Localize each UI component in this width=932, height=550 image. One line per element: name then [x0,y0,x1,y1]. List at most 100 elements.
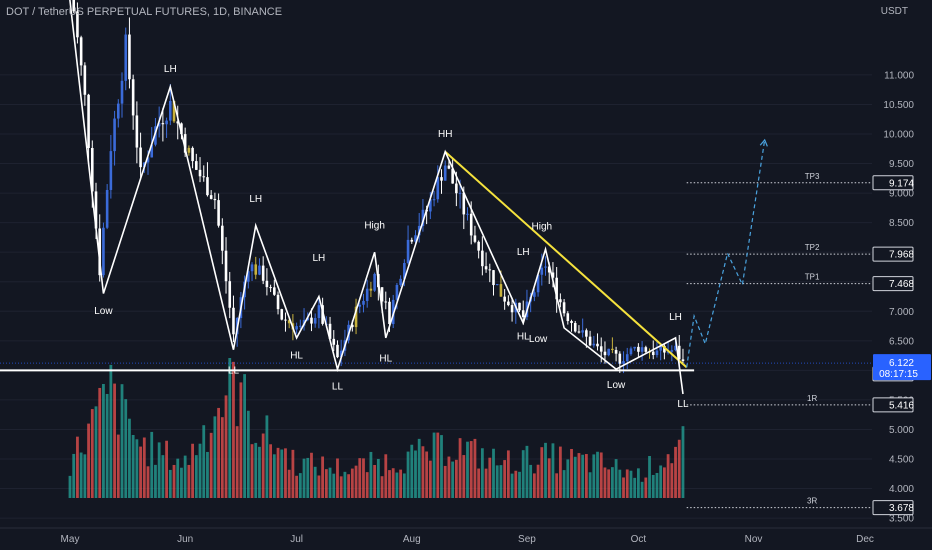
candle-body [109,151,113,190]
volume-bar [551,443,555,498]
volume-bar [261,433,265,498]
candle-body [473,235,477,242]
price-axis[interactable]: 11.00010.50010.0009.5009.0008.5008.0007.… [872,0,932,550]
candle-body [161,123,165,125]
volume-bar [484,468,488,498]
volume-bar [310,452,313,498]
candle-body [336,344,339,358]
pattern-label: HL [379,354,392,365]
candle-body [607,348,610,356]
volume-bar [577,453,581,498]
volume-bar [94,406,98,498]
volume-bar [265,415,269,498]
candle-body [295,326,298,330]
candle-body [544,266,547,268]
volume-bar [224,395,228,498]
price-tick-label: 4.500 [889,455,914,466]
time-tick-label: Jul [290,534,303,545]
candle-body [198,169,202,177]
symbol-title[interactable]: DOT / TetherUS PERPETUAL FUTURES, 1D, BI… [6,6,283,18]
volume-bar [98,387,102,498]
candle-body [622,361,625,364]
candle-body [603,351,607,356]
candle-body [410,239,414,242]
volume-bar [436,432,440,498]
volume-bar [562,470,566,498]
candle-body [339,350,343,358]
volume-bar [336,458,339,498]
candle-body [180,123,183,135]
candle-body [406,239,410,264]
candle-body [139,147,142,168]
price-tick-label: 7.000 [889,307,914,318]
pattern-label: LL [332,381,344,392]
candle-body [169,100,172,121]
price-tick-label: 9.000 [889,189,914,200]
volume-bar [503,460,507,498]
price-axis-background [872,0,932,550]
volume-bar [391,468,395,498]
volume-bar [384,454,388,498]
price-tick-label: 9.500 [889,159,914,170]
volume-bar [488,457,492,498]
price-tick-label: 10.500 [883,100,914,111]
volume-bar [76,436,79,498]
candle-body [94,191,98,229]
price-label-box [872,500,914,516]
descending-trendline [444,150,688,369]
candle-body [670,350,674,352]
volume-bar [421,446,425,498]
volume-bar [440,435,443,498]
candle-body [146,157,150,163]
candle-body [150,144,154,158]
target-label: 3R [807,497,817,506]
price-tick-label: 11.000 [884,70,914,81]
volume-bar [607,469,611,498]
market-structure-path [69,0,684,395]
volume-bar [139,446,142,498]
volume-bar [339,476,343,498]
target-label: TP3 [805,172,820,181]
volume-bar [157,442,161,498]
candle-body [562,302,566,314]
volume-bar [332,473,336,498]
volume-bar [295,475,299,498]
candle-body [499,284,503,297]
volume-bar [633,477,637,498]
candle-body [258,265,261,275]
candle-body [484,266,488,270]
candle-body [666,351,670,353]
volume-bar [183,455,187,498]
volume-bar [228,358,232,498]
candle-body [105,189,109,228]
volume-bar [443,465,447,498]
projection-path [686,139,766,368]
candle-body [273,287,276,295]
time-axis[interactable]: May Jun Jul Aug Sep Oct Nov Dec [0,527,932,550]
volume-bar [124,399,128,498]
volume-bar [510,473,514,498]
volume-bar [232,361,235,498]
candle-body [299,325,302,327]
volume-bar [380,476,384,498]
volume-bar [343,471,347,498]
volume-bar [462,455,466,498]
time-tick-label: Aug [403,534,421,545]
volume-bar [495,465,499,498]
candle-body [221,225,224,251]
volume-bar [350,468,354,498]
volume-bar [644,477,648,498]
candle-body [113,118,116,152]
candle-body [503,296,506,302]
volume-bar [168,469,172,498]
time-tick-label: Dec [856,534,874,545]
target-label: 1R [807,394,817,403]
volume-bar [518,471,521,498]
volume-bar [321,456,325,498]
volume-bar [373,465,377,498]
candle-body [310,317,313,324]
volume-bar [584,454,588,498]
candle-body [559,299,562,303]
candle-body [172,100,176,122]
